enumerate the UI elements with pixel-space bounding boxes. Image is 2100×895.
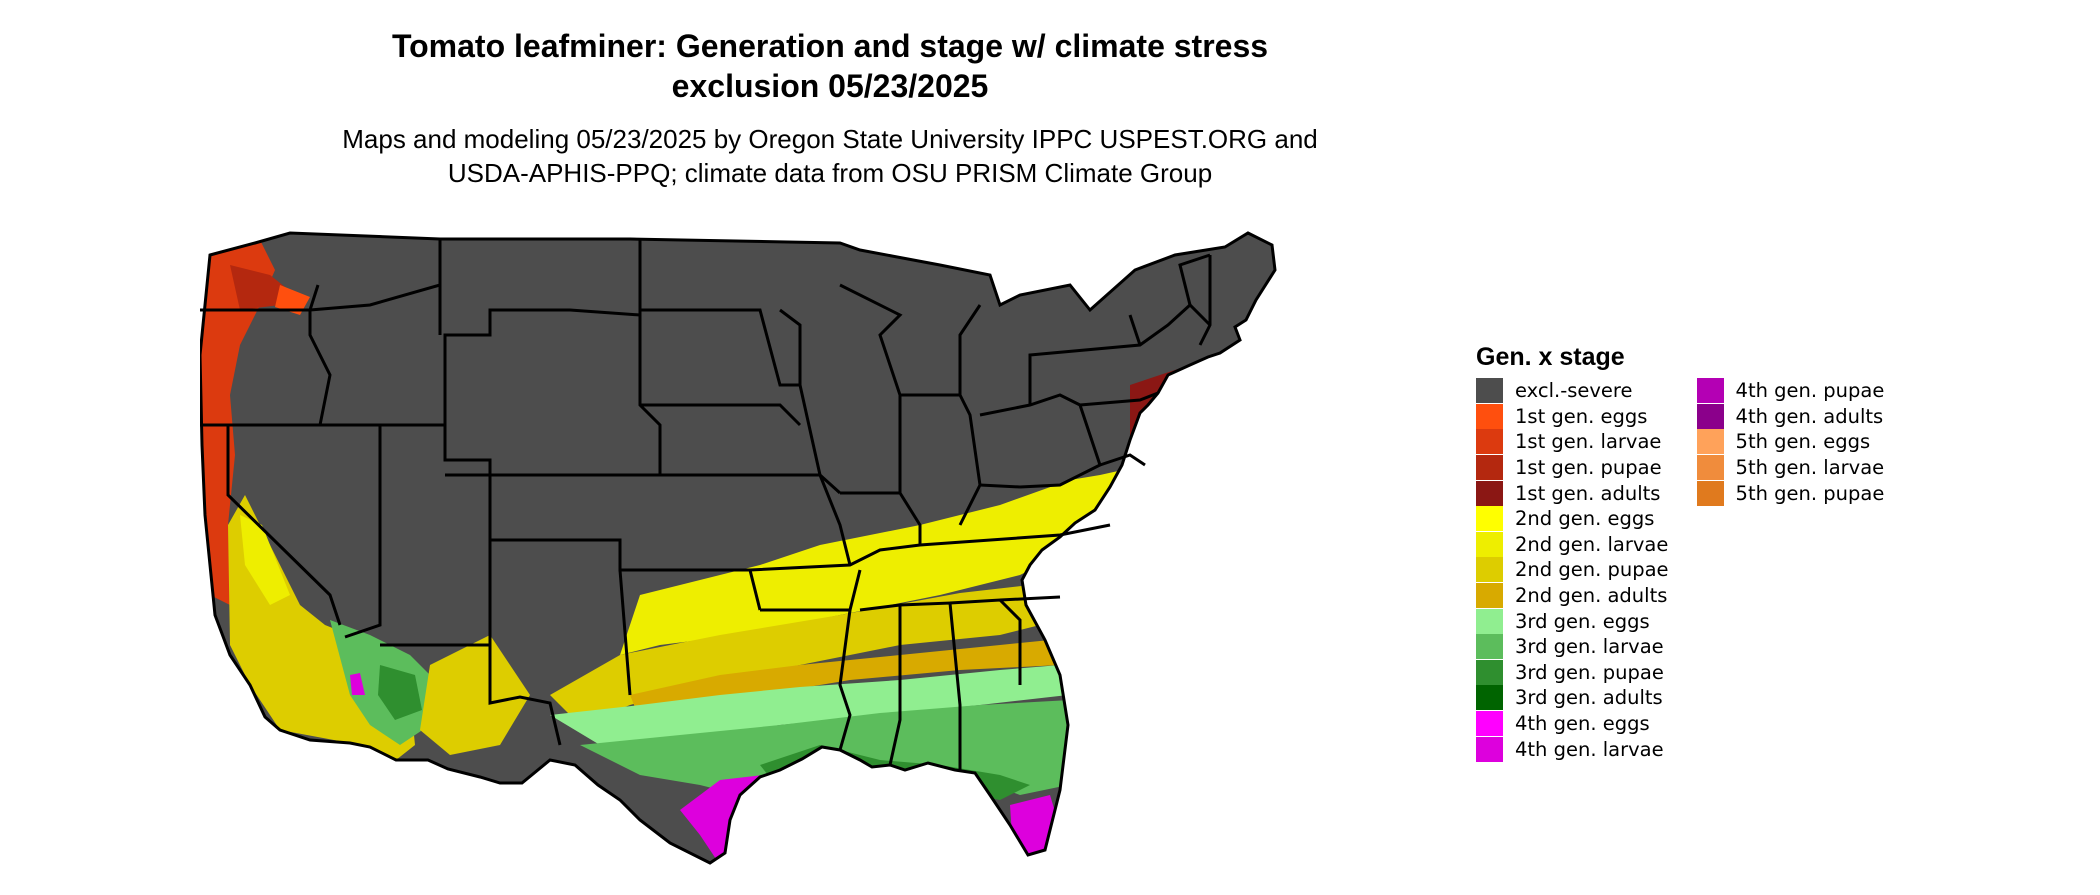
legend-swatch — [1476, 378, 1503, 404]
legend-label: 3rd gen. adults — [1515, 686, 1663, 710]
title-line-1: Tomato leafminer: Generation and stage w… — [391, 28, 1269, 64]
legend-swatch — [1696, 403, 1724, 429]
legend-label: 5th gen. larvae — [1735, 456, 1885, 480]
legend-swatch — [1476, 531, 1503, 557]
legend-item: 4th gen. adults — [1696, 403, 1885, 430]
legend-swatch — [1476, 480, 1503, 506]
legend-swatch — [1476, 608, 1503, 634]
legend-item: 1st gen. eggs — [1476, 403, 1669, 430]
legend-item: 3rd gen. adults — [1476, 685, 1669, 711]
model-raster — [200, 233, 1275, 863]
us-map — [200, 231, 1277, 865]
legend-item: 5th gen. pupae — [1696, 480, 1885, 506]
legend-swatch — [1476, 736, 1503, 762]
legend-swatch — [1476, 634, 1503, 660]
legend-column-1: excl.-severe 1st gen. eggs 1st gen. larvae… — [1476, 378, 1669, 762]
legend-item: 5th gen. eggs — [1696, 429, 1885, 455]
legend-label: 1st gen. pupae — [1515, 456, 1662, 480]
legend-columns: excl.-severe 1st gen. eggs 1st gen. larvae… — [1476, 378, 1884, 762]
legend-title: Gen. x stage — [1476, 343, 1625, 371]
legend-item: excl.-severe — [1476, 378, 1669, 404]
zone-4th-gen-florida — [1010, 795, 1068, 863]
state-borders — [200, 231, 1277, 865]
legend-swatch — [1476, 711, 1503, 737]
legend-swatch — [1476, 557, 1503, 583]
legend-column-2: 4th gen. pupae 4th gen. adults 5th gen. eg… — [1696, 378, 1885, 762]
zone-3rd-gen-eggs — [550, 665, 1068, 745]
legend-swatch — [1476, 403, 1503, 429]
legend-swatch — [1476, 685, 1503, 711]
legend-item: 2nd gen. pupae — [1476, 557, 1669, 583]
zone-2nd-gen-eggs-valley — [240, 515, 290, 605]
legend-label: 2nd gen. adults — [1515, 584, 1668, 608]
legend-swatch — [1476, 455, 1503, 481]
legend-swatch — [1476, 659, 1503, 685]
legend-swatch — [1696, 455, 1724, 481]
legend-item: 3rd gen. pupae — [1476, 659, 1669, 686]
legend-label: 3rd gen. larvae — [1515, 635, 1664, 659]
legend-item: 4th gen. eggs — [1476, 711, 1669, 737]
legend-label: 3rd gen. pupae — [1515, 660, 1664, 684]
legend-swatch — [1476, 506, 1503, 532]
zone-4th-gen-desert — [350, 673, 365, 695]
legend-label: 4th gen. adults — [1735, 404, 1884, 428]
legend-item: 3rd gen. larvae — [1476, 634, 1669, 660]
legend-label: 2nd gen. pupae — [1515, 558, 1669, 582]
legend-item: 5th gen. larvae — [1696, 455, 1885, 481]
legend-label: 3rd gen. eggs — [1515, 609, 1650, 633]
legend-label: 1st gen. larvae — [1515, 430, 1662, 454]
legend-label: 2nd gen. eggs — [1515, 507, 1655, 531]
legend-label: 4th gen. larvae — [1515, 737, 1664, 761]
legend-label: 2nd gen. larvae — [1515, 532, 1669, 556]
zone-3rd-gen-adults — [790, 770, 900, 795]
legend-swatch — [1476, 583, 1503, 609]
legend-label: 5th gen. pupae — [1735, 481, 1885, 505]
legend-swatch — [1696, 429, 1724, 455]
zone-2nd-gen-az-nm — [420, 635, 530, 755]
legend-item: 4th gen. pupae — [1696, 378, 1885, 404]
legend-swatch — [1476, 429, 1503, 455]
legend-item: 4th gen. larvae — [1476, 736, 1669, 762]
legend-swatch — [1696, 378, 1724, 404]
subtitle-line-2: USDA-APHIS-PPQ; climate data from OSU PR… — [447, 158, 1213, 188]
legend-item: 1st gen. pupae — [1476, 455, 1669, 481]
legend-item: 3rd gen. eggs — [1476, 608, 1669, 634]
legend-label: 4th gen. pupae — [1735, 379, 1885, 403]
title-line-2: exclusion 05/23/2025 — [671, 68, 989, 104]
legend-label: excl.-severe — [1515, 379, 1633, 403]
zone-3rd-gen-adults-desert — [378, 665, 422, 720]
legend-item: 2nd gen. adults — [1476, 583, 1669, 609]
legend-item: 1st gen. larvae — [1476, 429, 1669, 455]
map-title: Tomato leafminer: Generation and stage w… — [180, 26, 1480, 106]
legend-item: 1st gen. adults — [1476, 480, 1669, 506]
subtitle-line-1: Maps and modeling 05/23/2025 by Oregon S… — [342, 124, 1318, 154]
legend: Gen. x stage excl.-severe 1st gen. eggs 1s… — [1476, 340, 1884, 762]
legend-item: 2nd gen. larvae — [1476, 531, 1669, 558]
zone-1st-gen-eggs — [275, 285, 310, 315]
legend-label: 1st gen. adults — [1515, 481, 1661, 505]
legend-swatch — [1696, 480, 1724, 506]
legend-label: 1st gen. eggs — [1515, 404, 1648, 428]
map-subtitle: Maps and modeling 05/23/2025 by Oregon S… — [180, 122, 1480, 190]
zone-2nd-gen-eggs-south — [620, 465, 1145, 655]
legend-label: 5th gen. eggs — [1735, 430, 1871, 454]
legend-label: 4th gen. eggs — [1515, 712, 1650, 736]
zone-1st-gen-larvae — [200, 240, 275, 605]
legend-item: 2nd gen. eggs — [1476, 506, 1669, 532]
